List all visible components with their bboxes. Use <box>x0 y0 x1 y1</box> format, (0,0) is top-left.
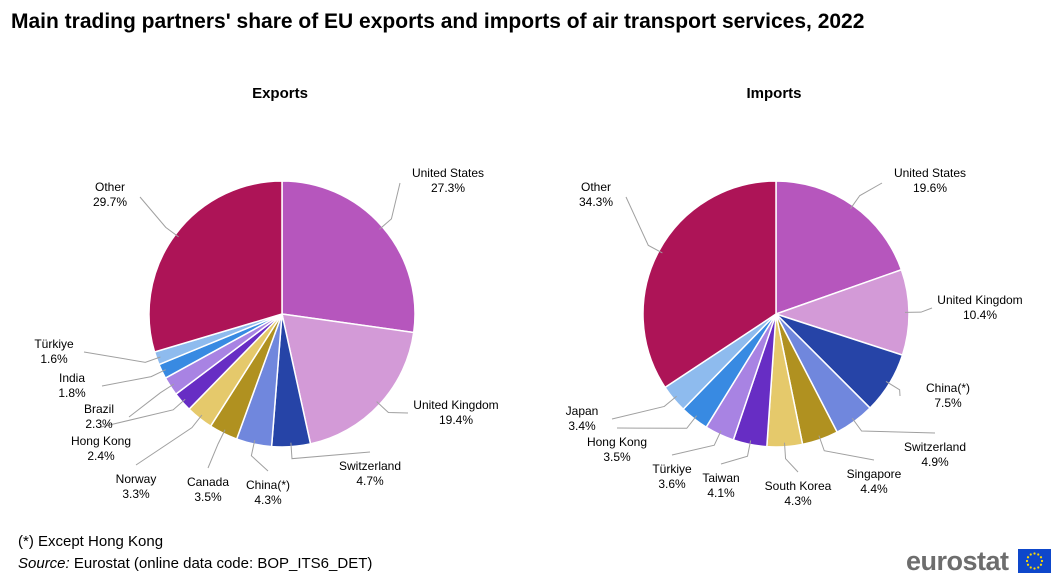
slice-label-other: Other <box>581 180 611 194</box>
leader-line-switzerland <box>290 442 371 460</box>
leader-line-switzerland <box>851 417 936 434</box>
footnote: (*) Except Hong Kong <box>18 533 164 550</box>
slice-value-india: 1.8% <box>58 386 86 400</box>
slice-value-taiwan: 4.1% <box>707 486 735 500</box>
slice-value-hong-kong: 2.4% <box>87 449 115 463</box>
leader-line-united-kingdom <box>376 401 409 414</box>
slice-value-china: 7.5% <box>934 396 962 410</box>
slice-label-norway: Norway <box>116 472 157 486</box>
pie-title-imports: Imports <box>746 85 801 102</box>
slice-value-singapore: 4.4% <box>860 482 888 496</box>
leader-line-china <box>885 380 901 397</box>
leader-line-norway <box>135 414 203 466</box>
leader-line-other <box>139 196 179 238</box>
slice-label-hong-kong: Hong Kong <box>587 435 647 449</box>
source-text: Eurostat (online data code: BOP_ITS6_DET… <box>69 555 373 572</box>
leader-line-singapore <box>818 435 875 461</box>
slice-value-other: 34.3% <box>579 195 613 209</box>
leader-line-united-states <box>379 182 401 230</box>
slice-label-hong-kong: Hong Kong <box>71 434 131 448</box>
source-note: Source: Eurostat (online data code: BOP_… <box>18 555 372 572</box>
slice-label-singapore: Singapore <box>847 467 902 481</box>
slice-value-south-korea: 4.3% <box>784 494 812 508</box>
leader-line-canada <box>207 429 226 469</box>
eurostat-logo: eurostat <box>906 546 1052 576</box>
leader-line-t-rkiye <box>671 430 722 456</box>
leader-line-united-kingdom <box>904 307 933 313</box>
source-label: Source: <box>18 555 70 572</box>
slice-label-united-states: United States <box>894 166 966 180</box>
slice-value-switzerland: 4.7% <box>356 474 384 488</box>
leader-line-brazil <box>128 383 174 418</box>
slice-label-united-kingdom: United Kingdom <box>937 293 1022 307</box>
leader-line-south-korea <box>784 442 799 473</box>
slice-value-united-kingdom: 10.4% <box>963 308 997 322</box>
leader-line-japan <box>611 395 677 420</box>
slice-value-brazil: 2.3% <box>85 417 113 431</box>
leader-line-taiwan <box>720 440 752 465</box>
leader-line-t-rkiye <box>83 351 161 363</box>
leader-line-other <box>625 196 663 254</box>
eu-flag-icon <box>1018 549 1051 573</box>
leader-line-hong-kong <box>100 398 186 428</box>
slice-value-canada: 3.5% <box>194 490 222 504</box>
slice-label-switzerland: Switzerland <box>904 440 966 454</box>
slice-label-china: China(*) <box>926 381 970 395</box>
slice-label-india: India <box>59 371 85 385</box>
leader-line-china <box>250 439 269 472</box>
chart-title: Main trading partners' share of EU expor… <box>11 10 865 33</box>
eurostat-logo-text: eurostat <box>906 546 1009 576</box>
slice-value-norway: 3.3% <box>122 487 150 501</box>
slice-label-united-kingdom: United Kingdom <box>413 398 498 412</box>
slice-value-hong-kong: 3.5% <box>603 450 631 464</box>
slice-value-japan: 3.4% <box>568 419 596 433</box>
slice-label-south-korea: South Korea <box>765 479 832 493</box>
slice-value-switzerland: 4.9% <box>921 455 949 469</box>
slice-label-canada: Canada <box>187 475 229 489</box>
slice-value-china: 4.3% <box>254 493 282 507</box>
leader-line-united-states <box>850 182 883 209</box>
slice-label-t-rkiye: Türkiye <box>34 337 74 351</box>
slice-label-switzerland: Switzerland <box>339 459 401 473</box>
slice-label-taiwan: Taiwan <box>702 471 739 485</box>
slice-value-united-states: 27.3% <box>431 181 465 195</box>
leader-line-india <box>101 369 166 387</box>
slice-label-united-states: United States <box>412 166 484 180</box>
slice-value-united-kingdom: 19.4% <box>439 413 473 427</box>
pie-title-exports: Exports <box>252 85 308 102</box>
slice-label-brazil: Brazil <box>84 402 114 416</box>
slice-label-t-rkiye: Türkiye <box>652 462 692 476</box>
slice-value-other: 29.7% <box>93 195 127 209</box>
leader-line-hong-kong <box>616 415 698 429</box>
slice-value-united-states: 19.6% <box>913 181 947 195</box>
slice-label-japan: Japan <box>566 404 599 418</box>
slice-label-china: China(*) <box>246 478 290 492</box>
slice-value-t-rkiye: 3.6% <box>658 477 686 491</box>
slice-label-other: Other <box>95 180 125 194</box>
slice-value-t-rkiye: 1.6% <box>40 352 68 366</box>
